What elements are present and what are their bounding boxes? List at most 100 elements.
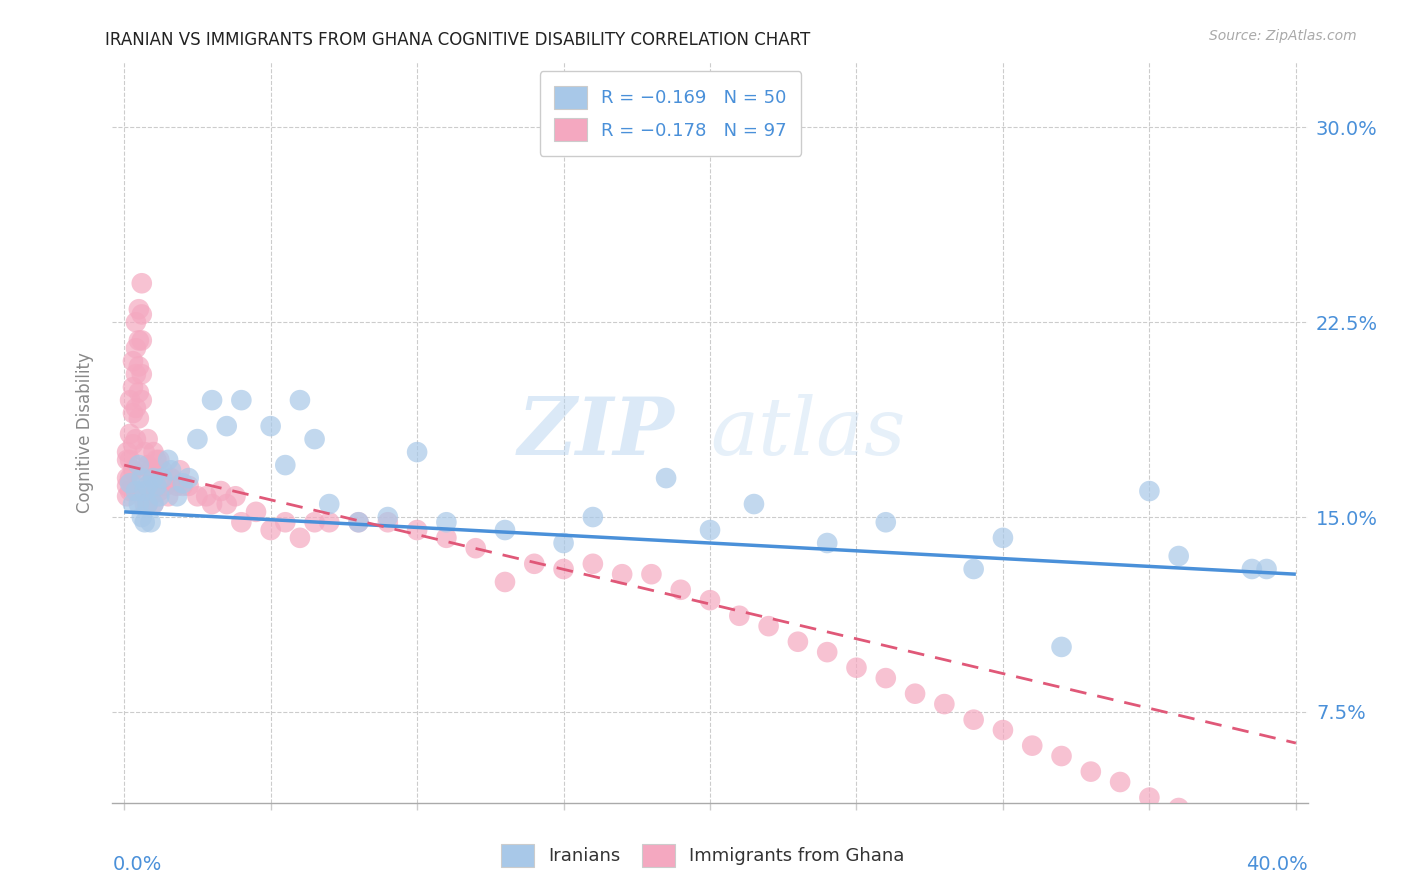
Point [125, 484, 148, 499]
Point [120, 393, 141, 408]
Point [142, 471, 165, 485]
Legend: R = −0.169   N = 50, R = −0.178   N = 97: R = −0.169 N = 50, R = −0.178 N = 97 [540, 71, 801, 156]
Point [122, 406, 145, 420]
Point [139, 463, 162, 477]
Point [209, 484, 232, 499]
Point [377, 510, 399, 524]
Point [115, 479, 138, 493]
Point [215, 497, 238, 511]
Point [125, 432, 148, 446]
Point [201, 393, 224, 408]
Y-axis label: Cognitive Disability: Cognitive Disability [76, 352, 94, 513]
Point [115, 489, 138, 503]
Point [160, 463, 183, 477]
Point [815, 645, 838, 659]
Point [131, 367, 153, 381]
Point [245, 505, 267, 519]
Point [142, 497, 165, 511]
Point [134, 445, 156, 459]
Point [260, 419, 283, 434]
Point [128, 458, 150, 472]
Point [742, 497, 765, 511]
Point [231, 393, 253, 408]
Point [145, 479, 167, 493]
Point [875, 671, 897, 685]
Point [128, 302, 150, 317]
Point [134, 484, 156, 499]
Point [962, 713, 984, 727]
Point [1021, 739, 1043, 753]
Point [1197, 816, 1219, 830]
Point [122, 497, 145, 511]
Point [177, 479, 200, 493]
Point [195, 489, 218, 503]
Point [172, 476, 194, 491]
Point [436, 531, 458, 545]
Point [142, 471, 165, 485]
Point [215, 419, 238, 434]
Point [177, 471, 200, 485]
Point [122, 354, 145, 368]
Point [128, 334, 150, 348]
Point [758, 619, 780, 633]
Point [128, 385, 150, 400]
Point [134, 484, 156, 499]
Point [128, 497, 150, 511]
Text: IRANIAN VS IMMIGRANTS FROM GHANA COGNITIVE DISABILITY CORRELATION CHART: IRANIAN VS IMMIGRANTS FROM GHANA COGNITI… [105, 31, 811, 49]
Point [120, 484, 141, 499]
Point [120, 471, 141, 485]
Point [1256, 562, 1278, 576]
Point [1050, 640, 1073, 654]
Point [186, 432, 208, 446]
Point [304, 515, 326, 529]
Point [125, 315, 148, 329]
Point [377, 515, 399, 529]
Point [1240, 562, 1263, 576]
Point [131, 510, 153, 524]
Point [131, 334, 153, 348]
Point [136, 497, 159, 511]
Point [136, 479, 159, 493]
Point [582, 557, 605, 571]
Point [131, 393, 153, 408]
Point [815, 536, 838, 550]
Point [142, 497, 165, 511]
Point [139, 489, 162, 503]
Text: 0.0%: 0.0% [112, 855, 162, 873]
Text: atlas: atlas [710, 394, 905, 471]
Point [699, 523, 721, 537]
Point [875, 515, 897, 529]
Point [136, 497, 159, 511]
Point [128, 359, 150, 374]
Point [318, 497, 340, 511]
Point [787, 634, 810, 648]
Point [582, 510, 605, 524]
Point [134, 497, 156, 511]
Point [991, 723, 1014, 737]
Point [134, 515, 156, 529]
Point [201, 497, 224, 511]
Point [150, 463, 173, 477]
Point [122, 463, 145, 477]
Point [120, 453, 141, 467]
Point [1139, 484, 1161, 499]
Point [904, 687, 927, 701]
Point [148, 453, 170, 467]
Point [347, 515, 370, 529]
Point [845, 661, 868, 675]
Point [728, 608, 751, 623]
Point [464, 541, 486, 556]
Point [523, 557, 546, 571]
Point [406, 523, 429, 537]
Point [148, 489, 170, 503]
Text: Source: ZipAtlas.com: Source: ZipAtlas.com [1209, 29, 1357, 43]
Point [436, 515, 458, 529]
Point [160, 471, 183, 485]
Point [157, 453, 180, 467]
Point [962, 562, 984, 576]
Point [274, 515, 297, 529]
Point [406, 445, 429, 459]
Point [1109, 775, 1132, 789]
Text: 40.0%: 40.0% [1246, 855, 1308, 873]
Point [1139, 790, 1161, 805]
